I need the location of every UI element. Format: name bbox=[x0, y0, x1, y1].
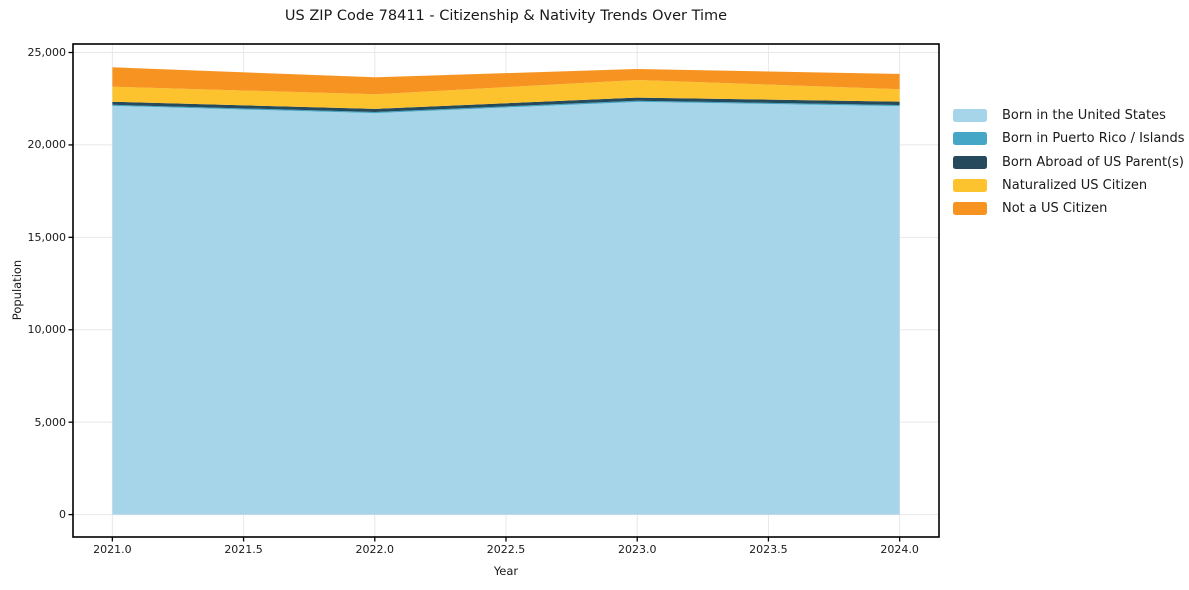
y-tick-label: 0 bbox=[59, 508, 66, 522]
area-not-a-us-citizen bbox=[112, 67, 900, 95]
y-tick-label: 5,000 bbox=[34, 415, 67, 429]
legend-swatch-icon bbox=[953, 109, 987, 123]
y-tick-label: 10,000 bbox=[27, 323, 67, 337]
legend-label: Born in Puerto Rico / Islands bbox=[1002, 131, 1185, 147]
area-born-in-the-united-states bbox=[112, 101, 900, 515]
x-tick-label: 2022.5 bbox=[486, 543, 526, 556]
legend-label: Not a US Citizen bbox=[1002, 201, 1108, 217]
x-tick-label: 2022.0 bbox=[355, 543, 395, 556]
legend-item-naturalized-us-citizen: Naturalized US Citizen bbox=[953, 174, 1185, 197]
legend-label: Naturalized US Citizen bbox=[1002, 178, 1148, 194]
x-tick-label: 2024.0 bbox=[880, 543, 919, 556]
area-born-in-puerto-rico-islands bbox=[112, 100, 900, 114]
y-tick-label: 20,000 bbox=[27, 138, 67, 152]
y-tick-label: 25,000 bbox=[27, 46, 67, 59]
y-axis-label: Population bbox=[10, 259, 24, 321]
x-tick-label: 2023.5 bbox=[749, 543, 788, 556]
x-tick-label: 2023.0 bbox=[617, 543, 657, 556]
x-axis-label: Year bbox=[493, 564, 519, 578]
plot-area bbox=[68, 43, 940, 542]
x-tick-label: 2021.5 bbox=[224, 543, 263, 556]
legend-item-born-in-the-united-states: Born in the United States bbox=[953, 104, 1185, 127]
legend: Born in the United States Born in Puerto … bbox=[953, 104, 1185, 220]
legend-swatch-icon bbox=[953, 155, 987, 169]
legend-label: Born Abroad of US Parent(s) bbox=[1002, 154, 1184, 170]
legend-swatch-icon bbox=[953, 132, 987, 146]
x-tick-label: 2021.0 bbox=[93, 543, 132, 556]
legend-item-born-abroad-of-us-parent-s: Born Abroad of US Parent(s) bbox=[953, 151, 1185, 174]
chart-title: US ZIP Code 78411 - Citizenship & Nativi… bbox=[284, 8, 728, 24]
area-born-abroad-of-us-parent-s bbox=[112, 97, 900, 112]
legend-item-not-a-us-citizen: Not a US Citizen bbox=[953, 197, 1185, 220]
y-tick-label: 15,000 bbox=[27, 230, 67, 244]
legend-label: Born in the United States bbox=[1002, 108, 1166, 124]
area-naturalized-us-citizen bbox=[112, 80, 900, 109]
legend-item-born-in-puerto-rico-islands: Born in Puerto Rico / Islands bbox=[953, 127, 1185, 150]
legend-swatch-icon bbox=[953, 202, 987, 216]
legend-swatch-icon bbox=[953, 179, 987, 193]
